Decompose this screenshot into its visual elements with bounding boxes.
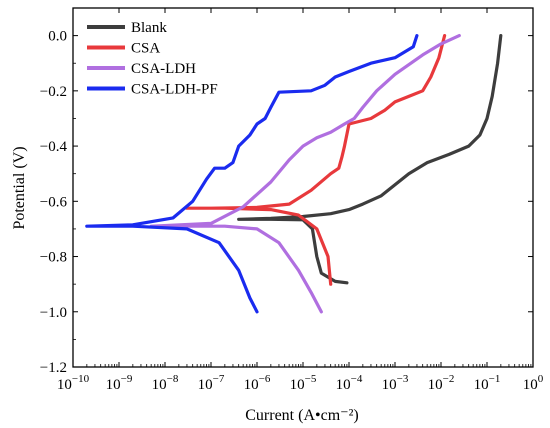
- curves-layer: [85, 34, 503, 314]
- x-axis-ticks: 10−10 10−9 10−8 10−7 10−6 10−5 10−4 10−3 10−2 10−…: [57, 8, 544, 393]
- y-tick-label: −0.8: [40, 250, 67, 266]
- series-line-blank: [237, 34, 503, 285]
- y-tick-label: 0.0: [48, 29, 67, 45]
- y-tick-label: −1.2: [40, 360, 67, 376]
- x-tick-label: 10−3: [382, 373, 409, 393]
- x-tick-label: 10−5: [290, 373, 317, 393]
- x-tick-label: 10−10: [57, 373, 90, 393]
- x-tick-label: 100: [523, 373, 544, 393]
- legend: Blank CSA CSA-LDH CSA-LDH-PF: [87, 20, 218, 98]
- x-tick-label: 10−2: [428, 373, 455, 393]
- x-tick-label: 10−8: [152, 373, 179, 393]
- x-tick-label: 10−9: [106, 373, 133, 393]
- y-axis-ticks: 0.0 −0.2 −0.4 −0.6 −0.8 −1.0 −1.2: [40, 29, 533, 376]
- series-line-csa-ldh-pf: [85, 34, 419, 314]
- legend-label: CSA: [131, 41, 160, 57]
- y-axis-title: Potential (V): [11, 146, 28, 229]
- x-tick-label: 10−7: [198, 373, 225, 393]
- y-tick-label: −0.6: [40, 194, 68, 210]
- legend-label: Blank: [131, 20, 167, 36]
- y-tick-label: −1.0: [40, 305, 67, 321]
- x-tick-label: 10−4: [336, 373, 363, 393]
- series-line-csa-ldh: [149, 34, 461, 314]
- legend-label: CSA-LDH-PF: [131, 82, 218, 98]
- y-tick-label: −0.2: [40, 84, 67, 100]
- series-line-csa: [185, 34, 447, 286]
- y-tick-label: −0.4: [40, 139, 68, 155]
- x-tick-label: 10−6: [244, 373, 271, 393]
- x-tick-label: 10−1: [474, 373, 501, 393]
- legend-label: CSA-LDH: [131, 61, 196, 77]
- x-axis-title: Current (A•cm⁻²): [245, 407, 358, 424]
